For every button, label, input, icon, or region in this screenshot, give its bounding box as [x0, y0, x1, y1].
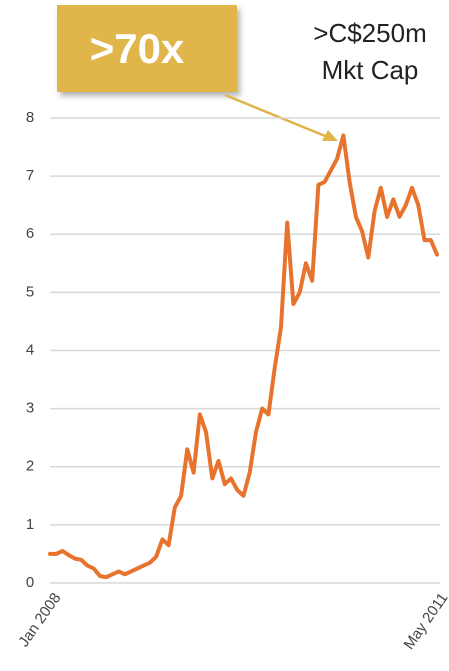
- line: [48, 133, 439, 580]
- y-tick-label: 3: [26, 400, 34, 417]
- annotation: >C$250m: [313, 18, 426, 48]
- annotation: >70x: [90, 25, 185, 72]
- y-tick-label: 5: [26, 283, 34, 300]
- y-tick-label: 8: [26, 109, 34, 126]
- y-tick-label: 6: [26, 225, 34, 242]
- annotation: Mkt Cap: [322, 55, 419, 85]
- y-tick-label: 4: [26, 341, 34, 358]
- x-tick-label: Jan 2008: [15, 590, 64, 650]
- y-tick-label: 1: [26, 516, 34, 533]
- y-tick-label: 2: [26, 458, 34, 475]
- arrow: [224, 93, 331, 140]
- arrow-head: [322, 130, 338, 141]
- annotation-box: [57, 5, 237, 92]
- y-tick-label: 7: [26, 167, 34, 184]
- x-tick-label: May 2011: [400, 590, 449, 653]
- y-tick-label: 0: [26, 574, 34, 591]
